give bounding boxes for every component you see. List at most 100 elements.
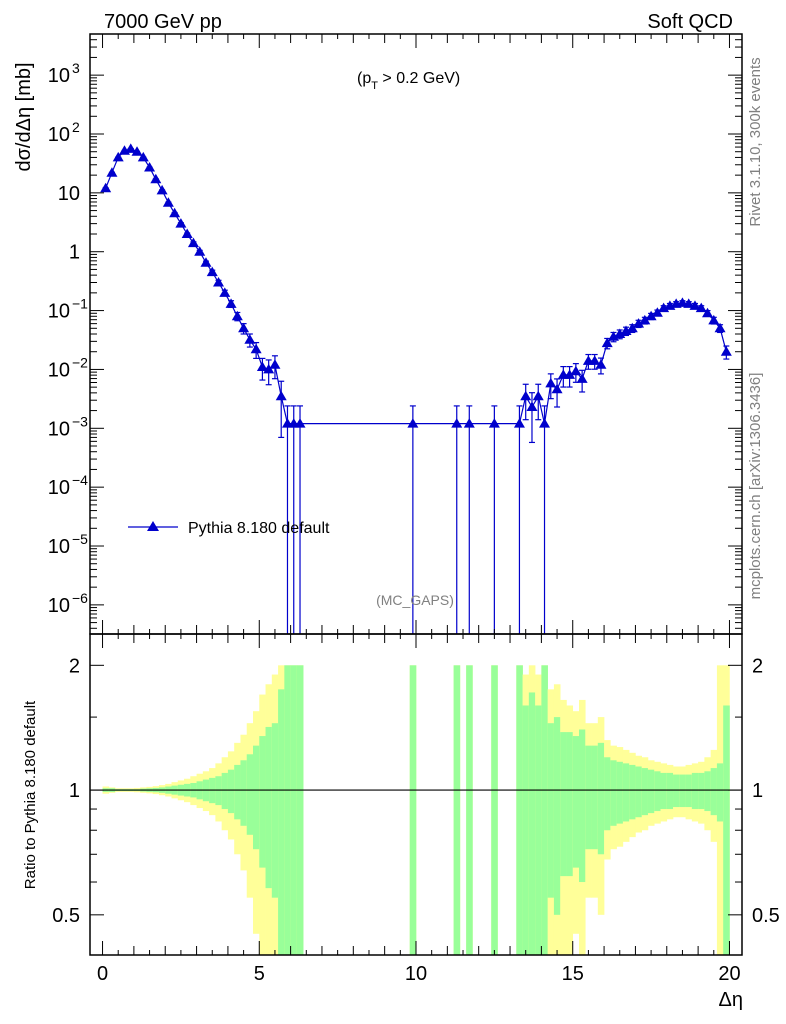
ratio-y-tick-label-right: 1 — [752, 780, 763, 802]
data-point — [112, 151, 124, 162]
data-point — [206, 266, 218, 277]
data-point — [150, 173, 162, 184]
y-tick-label: 10 — [48, 536, 70, 558]
cut-annotation: (pT > 0.2 GeV) — [357, 70, 460, 92]
y-tick-exponent: 2 — [72, 119, 80, 135]
data-point — [520, 390, 532, 401]
ratio-band-inner — [560, 732, 567, 877]
mcplots-url-label: mcplots.cern.ch [arXiv:1306.3436] — [747, 373, 764, 600]
y-tick-exponent: −3 — [72, 413, 88, 429]
y-tick-exponent: −6 — [72, 590, 88, 606]
data-point — [595, 359, 607, 369]
x-tick-label: 5 — [254, 963, 265, 985]
data-point — [162, 197, 174, 207]
y-tick-label: 1 — [69, 242, 80, 264]
data-point — [639, 314, 651, 325]
series-line-pythia — [105, 148, 727, 425]
ratio-band-inner — [704, 771, 711, 812]
y-tick-label: 10 — [48, 301, 70, 323]
data-point — [250, 343, 262, 354]
ratio-band-inner — [679, 774, 686, 808]
data-point — [683, 298, 695, 308]
y-tick-label: 10 — [48, 418, 70, 440]
data-point — [144, 161, 156, 172]
data-point — [532, 390, 544, 401]
data-point — [100, 182, 112, 193]
data-point — [463, 418, 475, 428]
ratio-y-tick-label-right: 0.5 — [752, 905, 780, 927]
ratio-band-inner — [278, 689, 285, 955]
ratio-band-inner — [522, 705, 530, 955]
data-point — [589, 355, 601, 365]
data-point — [626, 322, 638, 333]
data-point — [695, 302, 707, 313]
y-tick-label: 10 — [48, 124, 70, 146]
ratio-y-tick-label: 1 — [69, 780, 80, 802]
rivet-version-label: Rivet 3.1.10, 300k events — [747, 57, 764, 226]
legend-label: Pythia 8.180 default — [188, 520, 330, 537]
ratio-band-inner — [698, 772, 705, 810]
data-point — [551, 383, 563, 394]
data-point — [213, 276, 225, 287]
ratio-band-inner — [710, 768, 718, 816]
data-point — [526, 401, 538, 412]
series-markers — [100, 143, 732, 428]
ratio-band-inner — [227, 769, 235, 814]
data-point — [269, 359, 281, 369]
y-tick-exponent: 3 — [72, 60, 80, 76]
data-point — [689, 300, 701, 310]
ratio-band-inner — [290, 665, 298, 955]
x-tick-label: 10 — [405, 963, 427, 985]
ratio-band-inner — [723, 705, 730, 955]
ratio-band-inner — [716, 763, 724, 822]
y-tick-label: 10 — [48, 65, 70, 87]
ratio-band-inner — [666, 772, 674, 810]
ratio-y-tick-label: 0.5 — [52, 905, 80, 927]
ratio-band-inner — [572, 736, 580, 868]
ratio-axis-label: Ratio to Pythia 8.180 default — [22, 700, 39, 889]
legend: Pythia 8.180 default — [128, 520, 330, 537]
data-point — [570, 365, 582, 376]
ratio-band-inner — [409, 665, 417, 955]
x-axis-label: Δη — [719, 989, 743, 1011]
data-point — [651, 307, 663, 317]
data-point — [451, 418, 463, 428]
ratio-band-inner — [265, 726, 273, 889]
y-tick-exponent: −4 — [72, 472, 88, 488]
ratio-band-inner — [491, 665, 498, 955]
ratio-band-inner — [453, 665, 461, 955]
ratio-band-inner — [591, 745, 599, 850]
y-tick-exponent: −1 — [72, 296, 88, 312]
y-tick-label: 10 — [48, 359, 70, 381]
data-point — [645, 310, 657, 321]
data-point — [539, 418, 551, 428]
lower-axes: 0 5 10 15 20 0.5 0.5 1 1 2 2 — [52, 34, 780, 985]
process-label: Soft QCD — [647, 11, 733, 33]
ratio-band-inner — [616, 761, 624, 824]
ratio-band-inner — [547, 723, 555, 898]
ratio-band-inner — [535, 705, 542, 955]
data-point — [156, 184, 168, 195]
data-point — [244, 334, 256, 344]
ratio-band-inner — [660, 772, 668, 810]
ratio-y-tick-label-right: 2 — [752, 655, 763, 677]
data-point — [187, 237, 199, 248]
data-point — [131, 146, 143, 156]
y-tick-label: 10 — [58, 183, 80, 205]
ratio-band-inner — [635, 766, 642, 818]
y-tick-label: 10 — [48, 477, 70, 499]
data-point — [137, 151, 149, 162]
data-point — [702, 307, 714, 318]
beam-label: 7000 GeV pp — [104, 11, 222, 33]
data-point — [219, 287, 231, 297]
ratio-band-inner — [259, 736, 266, 868]
ratio-band-inner — [622, 763, 630, 822]
data-point — [275, 390, 287, 401]
data-point — [513, 418, 525, 428]
ratio-band-inner — [284, 665, 291, 955]
ratio-band-inner — [466, 665, 473, 955]
ratio-band-inner — [566, 732, 574, 877]
data-point — [633, 318, 645, 328]
error-bars — [102, 147, 730, 634]
